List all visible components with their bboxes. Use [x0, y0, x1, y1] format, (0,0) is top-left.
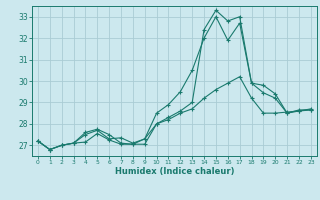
- X-axis label: Humidex (Indice chaleur): Humidex (Indice chaleur): [115, 167, 234, 176]
